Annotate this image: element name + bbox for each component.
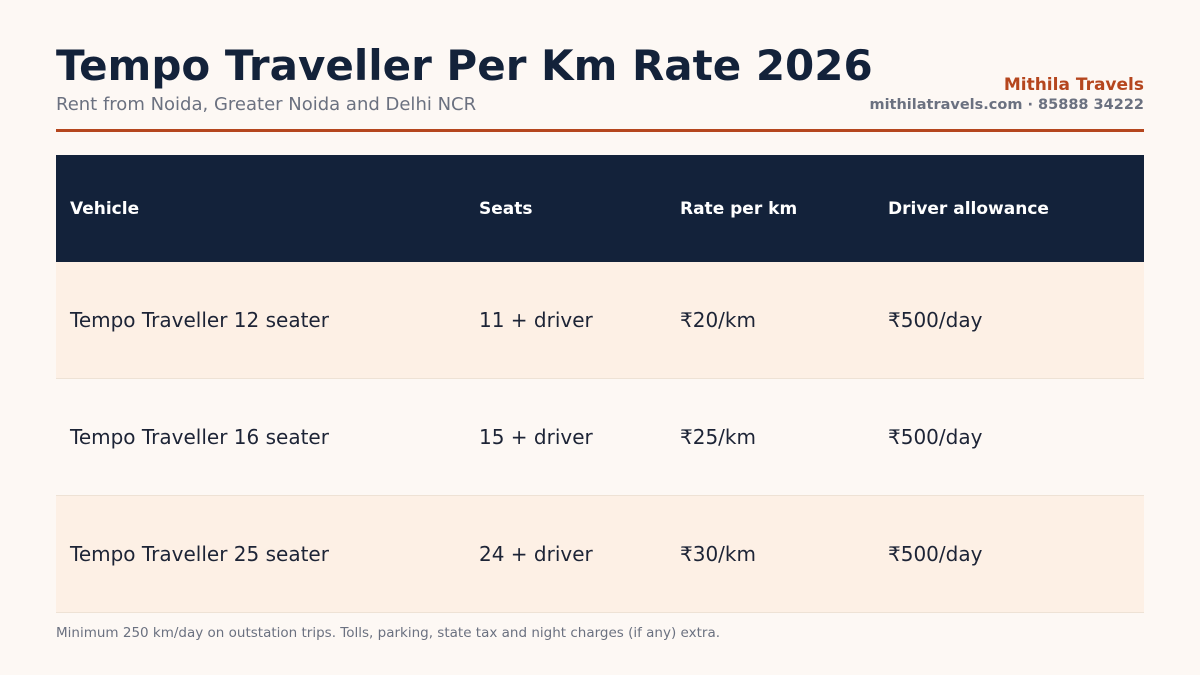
rate-table: Vehicle Seats Rate per km Driver allowan… bbox=[56, 155, 1144, 613]
column-header-seats: Seats bbox=[465, 155, 666, 262]
table-row: Tempo Traveller 16 seater 15 + driver ₹2… bbox=[56, 378, 1144, 496]
cell-driver-allowance: ₹500/day bbox=[874, 378, 1144, 496]
cell-rate: ₹25/km bbox=[666, 378, 874, 496]
brand-contact: mithilatravels.com · 85888 34222 bbox=[869, 97, 1144, 113]
cell-rate: ₹30/km bbox=[666, 495, 874, 613]
page-subtitle: Rent from Noida, Greater Noida and Delhi… bbox=[56, 94, 477, 115]
cell-driver-allowance: ₹500/day bbox=[874, 495, 1144, 613]
brand-name: Mithila Travels bbox=[1003, 75, 1144, 95]
cell-rate: ₹20/km bbox=[666, 262, 874, 379]
table-header-row: Vehicle Seats Rate per km Driver allowan… bbox=[56, 155, 1144, 262]
page-title: Tempo Traveller Per Km Rate 2026 bbox=[56, 41, 873, 90]
footnote: Minimum 250 km/day on outstation trips. … bbox=[56, 625, 721, 641]
cell-seats: 11 + driver bbox=[465, 262, 666, 379]
header-divider bbox=[56, 129, 1144, 132]
table-row: Tempo Traveller 12 seater 11 + driver ₹2… bbox=[56, 262, 1144, 379]
column-header-vehicle: Vehicle bbox=[56, 155, 465, 262]
cell-vehicle: Tempo Traveller 12 seater bbox=[56, 262, 465, 379]
cell-seats: 15 + driver bbox=[465, 378, 666, 496]
table-row: Tempo Traveller 25 seater 24 + driver ₹3… bbox=[56, 495, 1144, 613]
cell-driver-allowance: ₹500/day bbox=[874, 262, 1144, 379]
column-header-rate: Rate per km bbox=[666, 155, 874, 262]
cell-vehicle: Tempo Traveller 16 seater bbox=[56, 378, 465, 496]
cell-vehicle: Tempo Traveller 25 seater bbox=[56, 495, 465, 613]
column-header-driver-allowance: Driver allowance bbox=[874, 155, 1144, 262]
cell-seats: 24 + driver bbox=[465, 495, 666, 613]
